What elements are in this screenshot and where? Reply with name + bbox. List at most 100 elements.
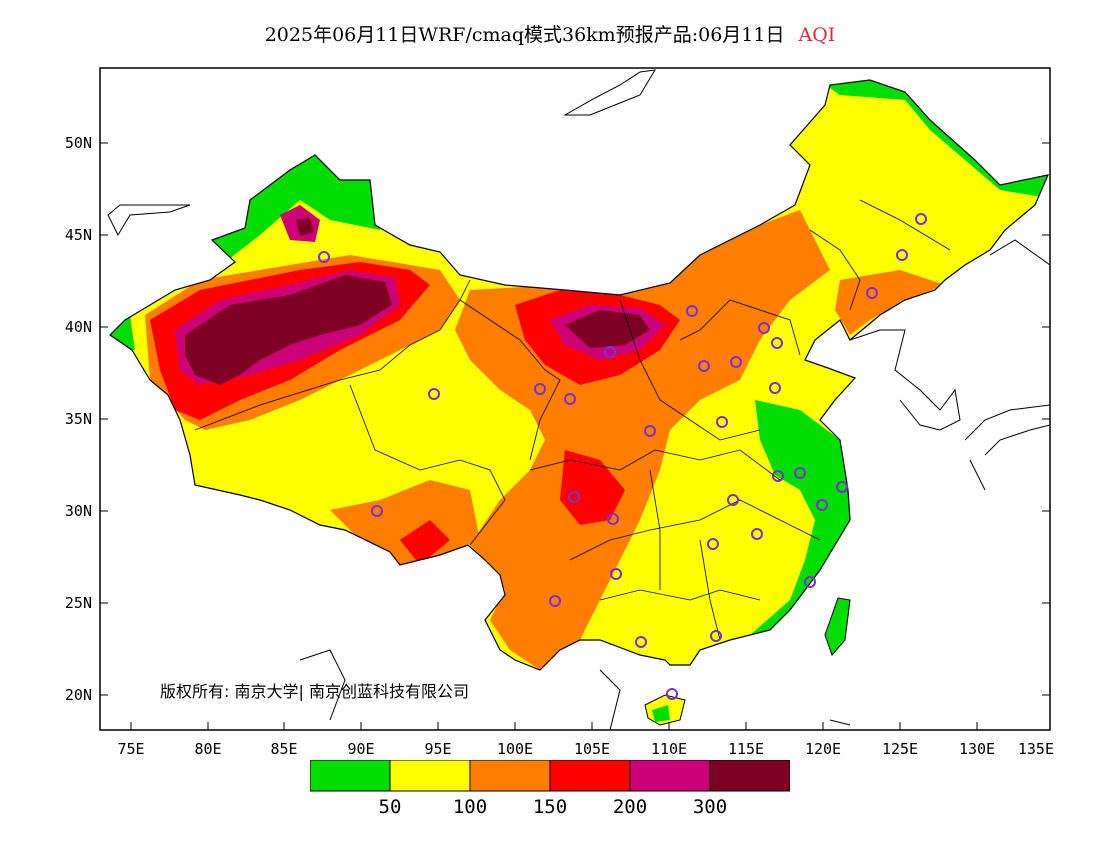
legend-color-bar [310,760,790,792]
hainan-island-green [652,705,670,722]
taiwan-island [824,597,851,656]
lon-axis: 75E 80E 85E 90E 95E 100E 105E 110E 115E 120E 125E 1… [117,722,1054,758]
lat-axis: 50N 45N 40N 35N 30N 25N 20N [65,134,1050,704]
station-marker [769,382,781,394]
station-marker [698,360,710,372]
aqi-legend: 50 100 150 200 300 [310,760,790,818]
lat-label: 50N [65,134,92,152]
yangtze-boundary [529,449,781,481]
legend-swatch [310,760,391,792]
station-marker [686,305,698,317]
coastlines [107,69,1050,730]
station-marker [836,481,848,493]
station-marker [428,388,440,400]
aqi-zone-junggar-hazardous [296,218,314,236]
station-marker [607,513,619,525]
legend-swatch [709,760,790,792]
lon-label: 120E [805,740,841,758]
lon-label: 125E [882,740,918,758]
lon-label: 135E [1018,740,1054,758]
aqi-zone-east-coast-green [750,400,852,635]
legend-threshold: 150 [533,796,567,818]
station-marker [710,630,722,642]
province-boundaries [194,199,951,641]
lon-label: 115E [728,740,764,758]
qinghai-tibet-boundary [349,384,506,546]
station-marker [644,425,656,437]
balkhash-coast [107,204,191,237]
station-marker [816,499,828,511]
station-marker [730,356,742,368]
station-marker [804,576,816,588]
station-marker [727,494,739,506]
aqi-zone-west-green [110,315,135,350]
shaanxi-boundary [619,299,761,441]
station-marker [707,538,719,550]
legend-threshold: 300 [693,796,727,818]
station-marker [604,346,616,358]
copyright-text: 版权所有: 南京大学| 南京创蓝科技有限公司 [160,682,469,701]
variable-label: AQI [798,24,836,46]
station-marker [610,568,622,580]
lon-label: 130E [959,740,995,758]
lat-label: 25N [65,594,92,612]
legend-threshold: 200 [613,796,647,818]
station-marker [635,636,647,648]
russia-coast [989,239,1050,266]
heilongjiang-boundary [859,199,951,251]
aqi-zone-inner-mongolia-hazardous [565,310,650,348]
hebei-boundary [679,299,801,356]
aqi-zone-tarim-hazardous [185,275,392,385]
lon-label: 105E [574,740,610,758]
guizhou-boundary [649,469,661,590]
station-marker [534,383,546,395]
title-text: 2025年06月11日WRF/cmaq模式36km预报产品:06月11日 [264,24,785,46]
legend-swatch [389,760,471,792]
japan-coast [964,404,1050,491]
lat-label: 40N [65,318,92,336]
station-marker [794,467,806,479]
city-markers [318,213,927,700]
station-marker [866,287,878,299]
map-title: 2025年06月11日WRF/cmaq模式36km预报产品:06月11日 AQI [0,20,1100,47]
legend-threshold: 100 [453,796,487,818]
lon-label: 80E [194,740,221,758]
jilin-boundary [809,229,861,311]
lat-label: 20N [65,686,92,704]
station-marker [666,688,678,700]
aqi-zone-liaoning-orange [835,270,945,335]
lat-label: 30N [65,502,92,520]
legend-swatch [629,760,711,792]
lon-label: 75E [117,740,144,758]
lon-label: 90E [347,740,374,758]
station-marker [564,393,576,405]
legend-threshold: 50 [379,796,402,818]
station-marker [318,251,330,263]
station-marker [915,213,927,225]
korea-coast [849,329,961,431]
station-marker [371,505,383,517]
guangxi-guangdong-boundary [599,589,761,601]
lat-label: 45N [65,226,92,244]
lon-label: 110E [651,740,687,758]
legend-swatch [549,760,631,792]
station-marker [549,595,561,607]
aqi-zone-sichuan-red [560,450,625,525]
lon-label: 85E [270,740,297,758]
south-central-boundary [569,499,821,561]
southeast-asia-coast [299,649,851,730]
baikal-coast [563,69,656,116]
lon-label: 95E [424,740,451,758]
lat-label: 35N [65,410,92,428]
hunan-guangdong-boundary [699,539,721,641]
legend-threshold-labels: 50 100 150 200 300 [379,796,728,818]
station-marker [896,249,908,261]
gansu-boundary [459,299,561,461]
station-marker [772,470,784,482]
lon-label: 100E [497,740,533,758]
legend-swatch [469,760,551,792]
aqi-zone-tibet-red [400,520,450,565]
station-marker [716,416,728,428]
station-marker [751,528,763,540]
